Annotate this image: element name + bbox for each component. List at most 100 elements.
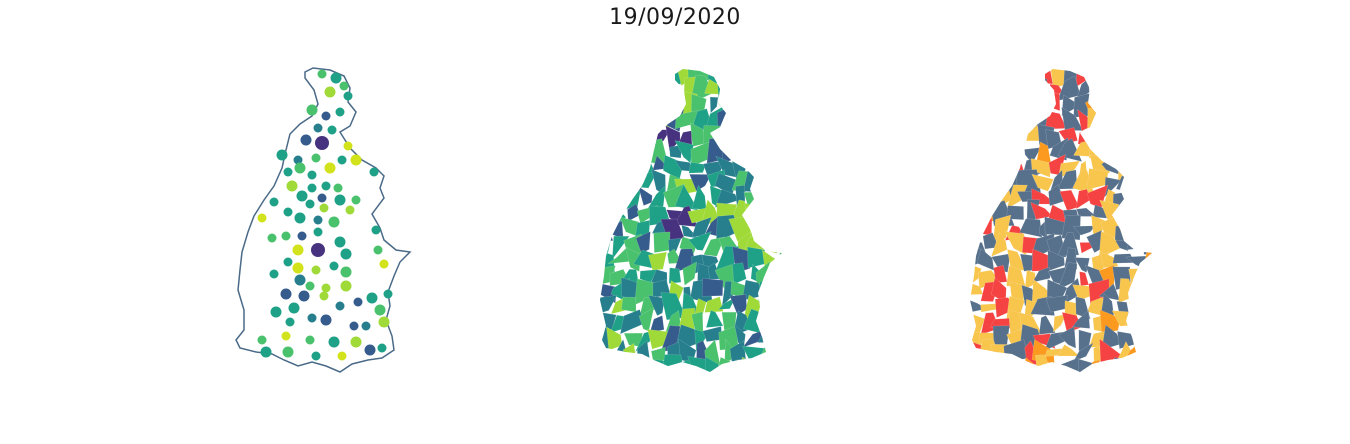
municipality-polygon: [1147, 146, 1152, 161]
municipality-bubble: [350, 336, 362, 348]
municipality-polygon: [688, 161, 707, 174]
municipality-polygon: [970, 92, 984, 115]
municipality-polygon: [1119, 123, 1133, 151]
municipality-polygon: [705, 310, 724, 328]
municipality-polygon: [1144, 202, 1152, 224]
municipality-polygon: [1061, 106, 1084, 131]
municipality-polygon: [970, 187, 988, 211]
municipality-bubble: [305, 199, 315, 209]
municipality-bubble: [366, 292, 378, 304]
municipality-bubble: [257, 335, 267, 345]
municipality-polygon: [970, 124, 981, 147]
municipality-polygon: [1133, 123, 1147, 143]
municipality-bubble: [351, 195, 361, 205]
municipality-bubble: [340, 248, 352, 260]
municipality-bubble: [313, 123, 323, 133]
municipality-bubble: [328, 336, 340, 348]
municipality-polygon: [1074, 257, 1090, 273]
municipality-polygon: [976, 110, 996, 136]
municipality-bubble: [334, 194, 346, 206]
municipality-bubble: [317, 193, 327, 203]
municipality-bubble: [339, 81, 349, 91]
municipality-polygon: [1013, 139, 1024, 163]
municipality-polygon: [1038, 315, 1056, 335]
municipality-polygon: [1145, 84, 1152, 101]
municipality-polygon: [1127, 356, 1144, 372]
municipality-polygon: [674, 140, 694, 164]
municipality-polygon: [1143, 230, 1152, 255]
municipality-bubble: [319, 291, 329, 301]
municipality-polygon: [1139, 293, 1152, 318]
municipality-polygon: [1106, 137, 1123, 167]
municipality-polygon: [981, 169, 998, 195]
municipality-bubble: [257, 213, 267, 223]
municipality-bubble: [311, 265, 321, 275]
municipality-polygon: [1072, 309, 1091, 329]
municipality-polygon: [993, 69, 1014, 88]
municipality-polygon: [991, 156, 1014, 173]
municipality-bubble: [283, 207, 293, 217]
municipality-polygon: [990, 80, 1009, 102]
municipality-bubble: [328, 216, 340, 228]
municipality-polygon: [1052, 313, 1068, 333]
municipality-bubble: [343, 141, 353, 151]
municipality-polygon: [668, 267, 682, 284]
municipality-bubble: [345, 205, 355, 215]
municipality-bubble: [315, 136, 329, 150]
municipality-polygon: [1117, 278, 1137, 304]
municipality-bubble: [298, 290, 310, 302]
municipality-polygon: [1079, 271, 1090, 287]
municipality-polygon: [1031, 97, 1055, 116]
municipality-polygon: [1006, 184, 1028, 210]
municipality-bubble: [280, 288, 292, 300]
municipality-bubble: [324, 162, 336, 174]
municipality-polygon: [1127, 215, 1148, 236]
municipality-polygon: [682, 261, 698, 286]
municipality-polygon: [1102, 69, 1120, 87]
municipality-polygon: [1149, 267, 1152, 288]
municipality-polygon: [1101, 122, 1119, 151]
municipality-bubble: [324, 86, 336, 98]
bubble-layer: [257, 69, 393, 361]
municipality-bubble: [267, 233, 277, 243]
municipality-polygon: [1058, 127, 1078, 144]
municipality-bubble: [292, 262, 304, 274]
municipality-polygon: [1116, 90, 1132, 115]
municipality-polygon: [1131, 331, 1143, 351]
municipality-polygon: [1112, 107, 1136, 131]
municipality-bubble: [353, 297, 363, 307]
municipality-polygon: [709, 96, 719, 114]
municipality-polygon: [625, 247, 641, 272]
municipality-polygon: [1031, 173, 1055, 192]
municipality-bubble: [305, 335, 315, 345]
municipality-polygon: [1139, 105, 1152, 130]
municipality-polygon: [1098, 101, 1122, 114]
municipality-polygon: [1057, 344, 1081, 357]
municipality-polygon: [1003, 69, 1027, 85]
municipality-polygon: [1087, 107, 1105, 136]
municipality-polygon: [724, 338, 736, 364]
municipality-polygon: [689, 174, 712, 192]
municipality-bubble: [374, 304, 386, 316]
municipality-polygon: [1125, 185, 1150, 213]
municipality-polygon: [990, 111, 1016, 135]
municipality-polygon: [1128, 279, 1150, 304]
municipality-bubble: [334, 236, 346, 248]
municipality-polygon: [970, 76, 985, 99]
municipality-polygon: [704, 296, 724, 313]
municipality-polygon: [1139, 327, 1152, 350]
municipality-polygon: [970, 218, 982, 239]
municipality-bubble: [306, 104, 318, 116]
municipality-polygon: [1030, 158, 1052, 178]
municipality-bubble: [321, 111, 331, 121]
municipality-polygon: [1019, 94, 1040, 118]
municipality-bubble: [286, 180, 298, 192]
municipality-polygon: [1144, 182, 1152, 213]
municipality-bubble: [335, 301, 345, 311]
municipality-polygon: [1006, 356, 1023, 372]
municipality-polygon: [970, 108, 989, 130]
municipality-bubble: [294, 212, 306, 224]
municipality-bubble: [282, 346, 294, 358]
